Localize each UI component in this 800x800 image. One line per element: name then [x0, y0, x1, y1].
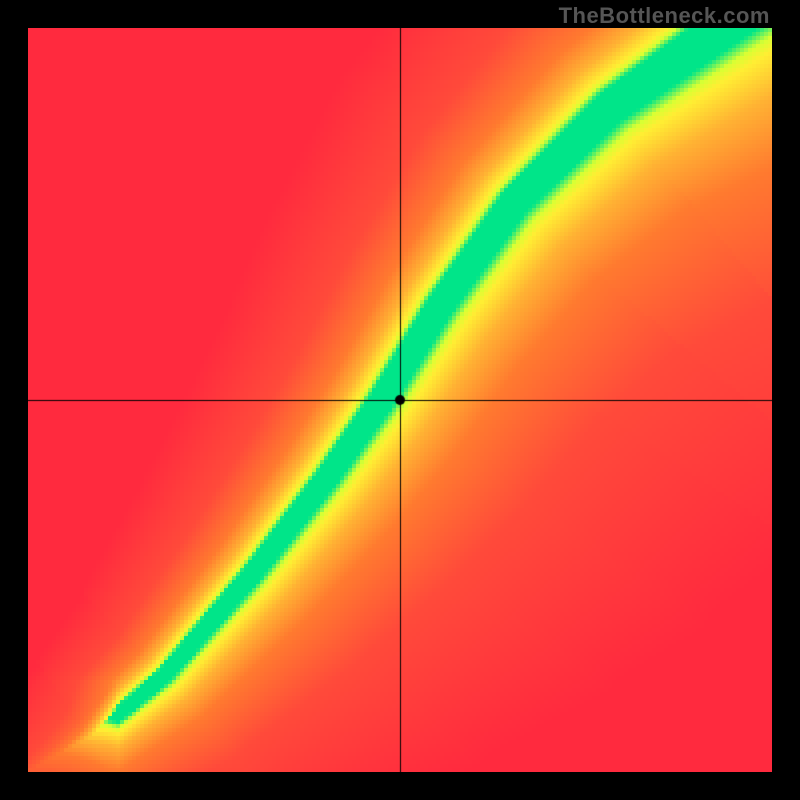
chart-container: TheBottleneck.com [0, 0, 800, 800]
bottleneck-heatmap [28, 28, 772, 772]
watermark-text: TheBottleneck.com [559, 3, 770, 29]
